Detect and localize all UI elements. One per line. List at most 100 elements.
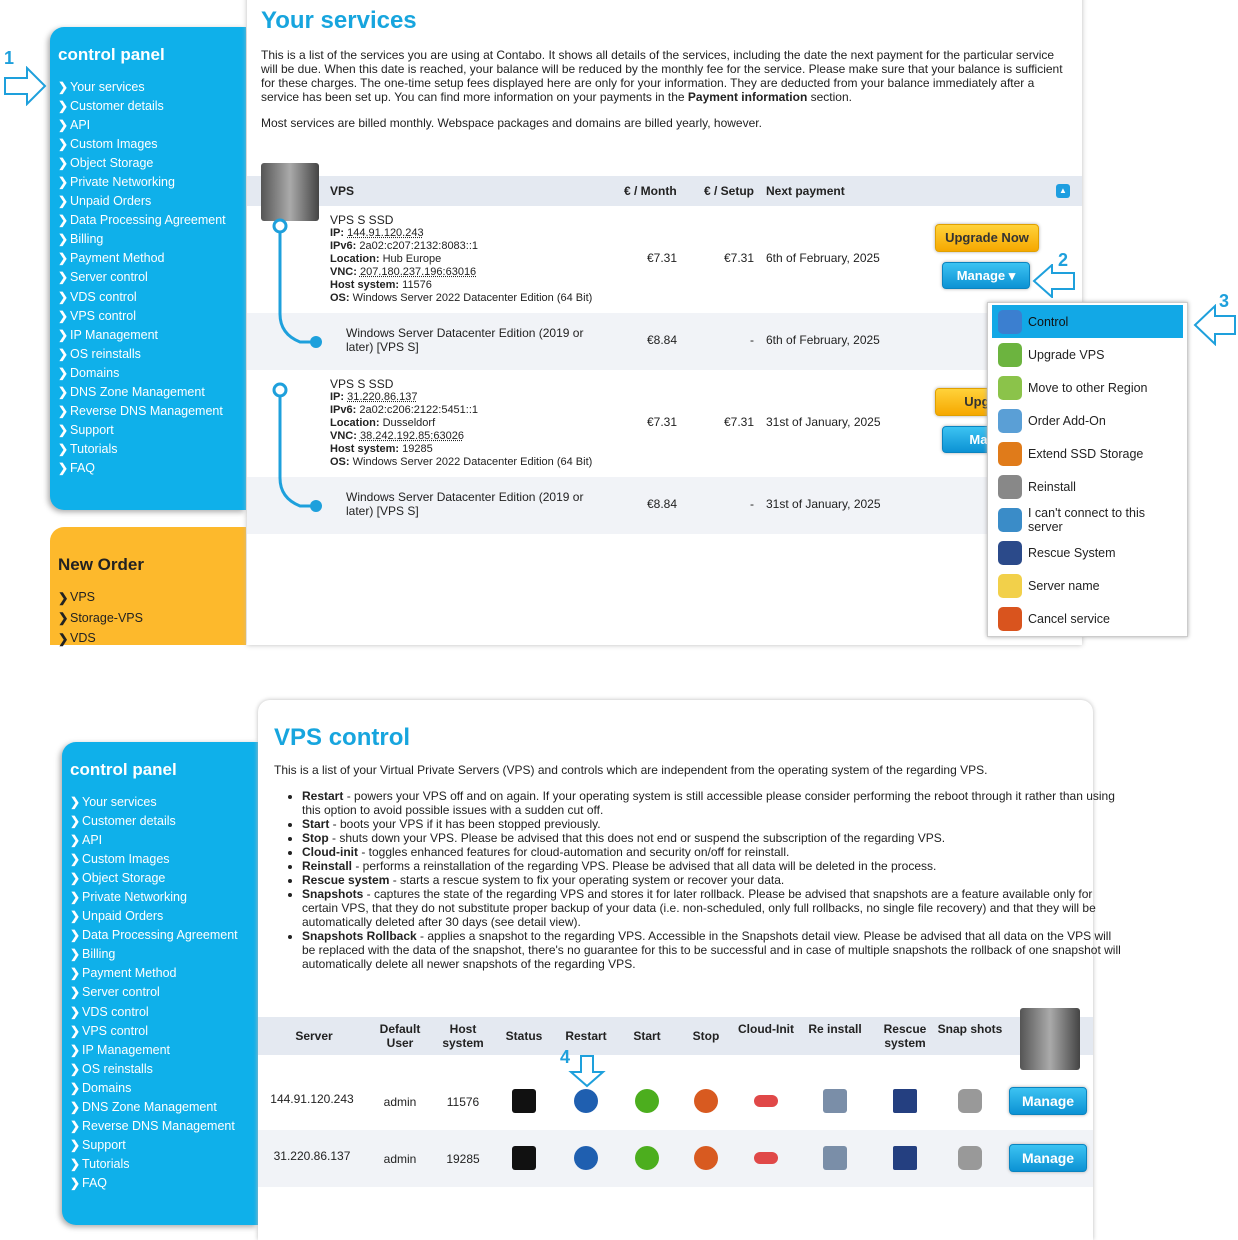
chevron-right-icon: ❯ xyxy=(58,289,69,304)
menu-item-move-to-other-region[interactable]: Move to other Region xyxy=(992,371,1183,404)
chevron-right-icon: ❯ xyxy=(58,308,69,323)
status-monitor-icon[interactable] xyxy=(512,1089,536,1113)
sidebar-item-label: Private Networking xyxy=(70,175,175,190)
sidebar-item-label: API xyxy=(82,832,103,847)
sidebar-item-reverse-dns-management[interactable]: ❯ Reverse DNS Management xyxy=(58,402,246,421)
sidebar-item-dns-zone-management[interactable]: ❯ DNS Zone Management xyxy=(58,383,246,402)
sidebar-item-label: Customer details xyxy=(70,98,164,113)
chevron-right-icon: ❯ xyxy=(70,928,81,943)
sidebar-item-os-reinstalls[interactable]: ❯ OS reinstalls xyxy=(58,344,246,363)
manage-dropdown-menu: Control Upgrade VPS Move to other Region Or… xyxy=(987,302,1188,637)
sidebar-item-faq[interactable]: ❯ FAQ xyxy=(70,1174,258,1193)
sidebar-item-domains[interactable]: ❯ Domains xyxy=(58,363,246,382)
menu-item-rescue-system[interactable]: Rescue System xyxy=(992,536,1183,569)
chevron-right-icon: ❯ xyxy=(58,251,69,266)
new-order-item-storage-vps[interactable]: ❯ Storage-VPS xyxy=(58,608,246,629)
sidebar-item-your-services[interactable]: ❯ Your services xyxy=(70,792,258,811)
sidebar-item-payment-method[interactable]: ❯ Payment Method xyxy=(58,249,246,268)
sidebar-item-reverse-dns-management[interactable]: ❯ Reverse DNS Management xyxy=(70,1117,258,1136)
snapshots-icon[interactable] xyxy=(958,1089,982,1113)
feature-item: Snapshots Rollback - applies a snapshot … xyxy=(302,929,1122,971)
chevron-right-icon: ❯ xyxy=(70,966,81,981)
sidebar-item-billing[interactable]: ❯ Billing xyxy=(70,945,258,964)
sidebar-item-object-storage[interactable]: ❯ Object Storage xyxy=(58,153,246,172)
sidebar-item-ip-management[interactable]: ❯ IP Management xyxy=(70,1040,258,1059)
status-monitor-icon[interactable] xyxy=(512,1146,536,1170)
chevron-right-icon: ❯ xyxy=(58,136,69,151)
sidebar-item-domains[interactable]: ❯ Domains xyxy=(70,1078,258,1097)
feature-list: Restart - powers your VPS off and on aga… xyxy=(302,789,1122,971)
sidebar-item-server-control[interactable]: ❯ Server control xyxy=(58,268,246,287)
stop-icon[interactable] xyxy=(694,1089,718,1113)
reinstall-icon[interactable] xyxy=(823,1089,847,1113)
cloud-init-toggle-icon[interactable] xyxy=(754,1152,778,1164)
sidebar-item-unpaid-orders[interactable]: ❯ Unpaid Orders xyxy=(70,907,258,926)
sidebar-item-vps-control[interactable]: ❯ VPS control xyxy=(58,306,246,325)
sidebar-item-tutorials[interactable]: ❯ Tutorials xyxy=(58,440,246,459)
sidebar-item-faq[interactable]: ❯ FAQ xyxy=(58,459,246,478)
feature-item: Rescue system - starts a rescue system t… xyxy=(302,873,1122,887)
stop-icon[interactable] xyxy=(694,1146,718,1170)
server-image xyxy=(1020,1008,1080,1070)
start-icon[interactable] xyxy=(635,1146,659,1170)
menu-item-cancel-service[interactable]: Cancel service xyxy=(992,602,1183,635)
restart-icon[interactable] xyxy=(574,1146,598,1170)
col-header: Re install xyxy=(808,1022,862,1036)
sidebar-item-api[interactable]: ❯ API xyxy=(70,830,258,849)
sidebar-item-private-networking[interactable]: ❯ Private Networking xyxy=(58,172,246,191)
new-order-item-vps[interactable]: ❯ VPS xyxy=(58,587,246,608)
sidebar-item-private-networking[interactable]: ❯ Private Networking xyxy=(70,887,258,906)
menu-item-order-add-on[interactable]: Order Add-On xyxy=(992,404,1183,437)
upgrade-now-button[interactable]: Upgrade Now xyxy=(935,224,1039,252)
sidebar-item-unpaid-orders[interactable]: ❯ Unpaid Orders xyxy=(58,192,246,211)
start-icon[interactable] xyxy=(635,1089,659,1113)
collapse-icon[interactable]: ▲ xyxy=(1056,184,1070,198)
sidebar-item-support[interactable]: ❯ Support xyxy=(58,421,246,440)
menu-item-reinstall[interactable]: Reinstall xyxy=(992,470,1183,503)
sidebar-item-ip-management[interactable]: ❯ IP Management xyxy=(58,325,246,344)
sidebar-item-vps-control[interactable]: ❯ VPS control xyxy=(70,1021,258,1040)
sidebar-item-payment-method[interactable]: ❯ Payment Method xyxy=(70,964,258,983)
manage-button[interactable]: Manage xyxy=(1009,1087,1087,1115)
service-vnc: VNC: 207.180.237.196:63016 xyxy=(330,265,477,278)
manage-button[interactable]: Manage ▾ xyxy=(942,262,1030,289)
rescue-floppy-icon[interactable] xyxy=(893,1146,917,1170)
sidebar-item-billing[interactable]: ❯ Billing xyxy=(58,230,246,249)
restart-icon[interactable] xyxy=(574,1089,598,1113)
sidebar-item-label: Private Networking xyxy=(82,890,187,905)
sidebar-item-label: Object Storage xyxy=(82,870,166,885)
sidebar-item-label: Domains xyxy=(82,1080,132,1095)
sidebar-item-data-processing-agreement[interactable]: ❯ Data Processing Agreement xyxy=(58,211,246,230)
sidebar-item-custom-images[interactable]: ❯ Custom Images xyxy=(70,849,258,868)
sidebar-item-your-services[interactable]: ❯ Your services xyxy=(58,77,246,96)
sidebar-item-tutorials[interactable]: ❯ Tutorials xyxy=(70,1155,258,1174)
menu-item-i-can-t-connect-to-this-server[interactable]: I can't connect to this server xyxy=(992,503,1183,536)
manage-button[interactable]: Manage xyxy=(1009,1144,1087,1172)
sidebar-item-label: VDS control xyxy=(70,289,137,304)
sidebar-item-custom-images[interactable]: ❯ Custom Images xyxy=(58,134,246,153)
sidebar-item-os-reinstalls[interactable]: ❯ OS reinstalls xyxy=(70,1059,258,1078)
rescue-floppy-icon[interactable] xyxy=(893,1089,917,1113)
sidebar-item-label: Data Processing Agreement xyxy=(82,928,238,943)
sidebar-item-vds-control[interactable]: ❯ VDS control xyxy=(70,1002,258,1021)
sidebar-item-vds-control[interactable]: ❯ VDS control xyxy=(58,287,246,306)
menu-item-control[interactable]: Control xyxy=(992,305,1183,338)
menu-item-upgrade-vps[interactable]: Upgrade VPS xyxy=(992,338,1183,371)
cloud-init-toggle-icon[interactable] xyxy=(754,1095,778,1107)
new-order-item-vds[interactable]: ❯ VDS xyxy=(58,628,246,649)
sidebar-item-customer-details[interactable]: ❯ Customer details xyxy=(70,811,258,830)
snapshots-icon[interactable] xyxy=(958,1146,982,1170)
sidebar-item-support[interactable]: ❯ Support xyxy=(70,1136,258,1155)
default-user: admin xyxy=(383,1095,417,1109)
sidebar-item-dns-zone-management[interactable]: ❯ DNS Zone Management xyxy=(70,1098,258,1117)
reinstall-icon[interactable] xyxy=(823,1146,847,1170)
menu-item-extend-ssd-storage[interactable]: Extend SSD Storage xyxy=(992,437,1183,470)
col-header: Status xyxy=(505,1029,543,1043)
sidebar-item-server-control[interactable]: ❯ Server control xyxy=(70,983,258,1002)
sidebar-item-customer-details[interactable]: ❯ Customer details xyxy=(58,96,246,115)
sidebar-item-object-storage[interactable]: ❯ Object Storage xyxy=(70,868,258,887)
sidebar-item-data-processing-agreement[interactable]: ❯ Data Processing Agreement xyxy=(70,926,258,945)
menu-item-server-name[interactable]: Server name xyxy=(992,569,1183,602)
sidebar-item-label: Customer details xyxy=(82,813,176,828)
sidebar-item-api[interactable]: ❯ API xyxy=(58,115,246,134)
